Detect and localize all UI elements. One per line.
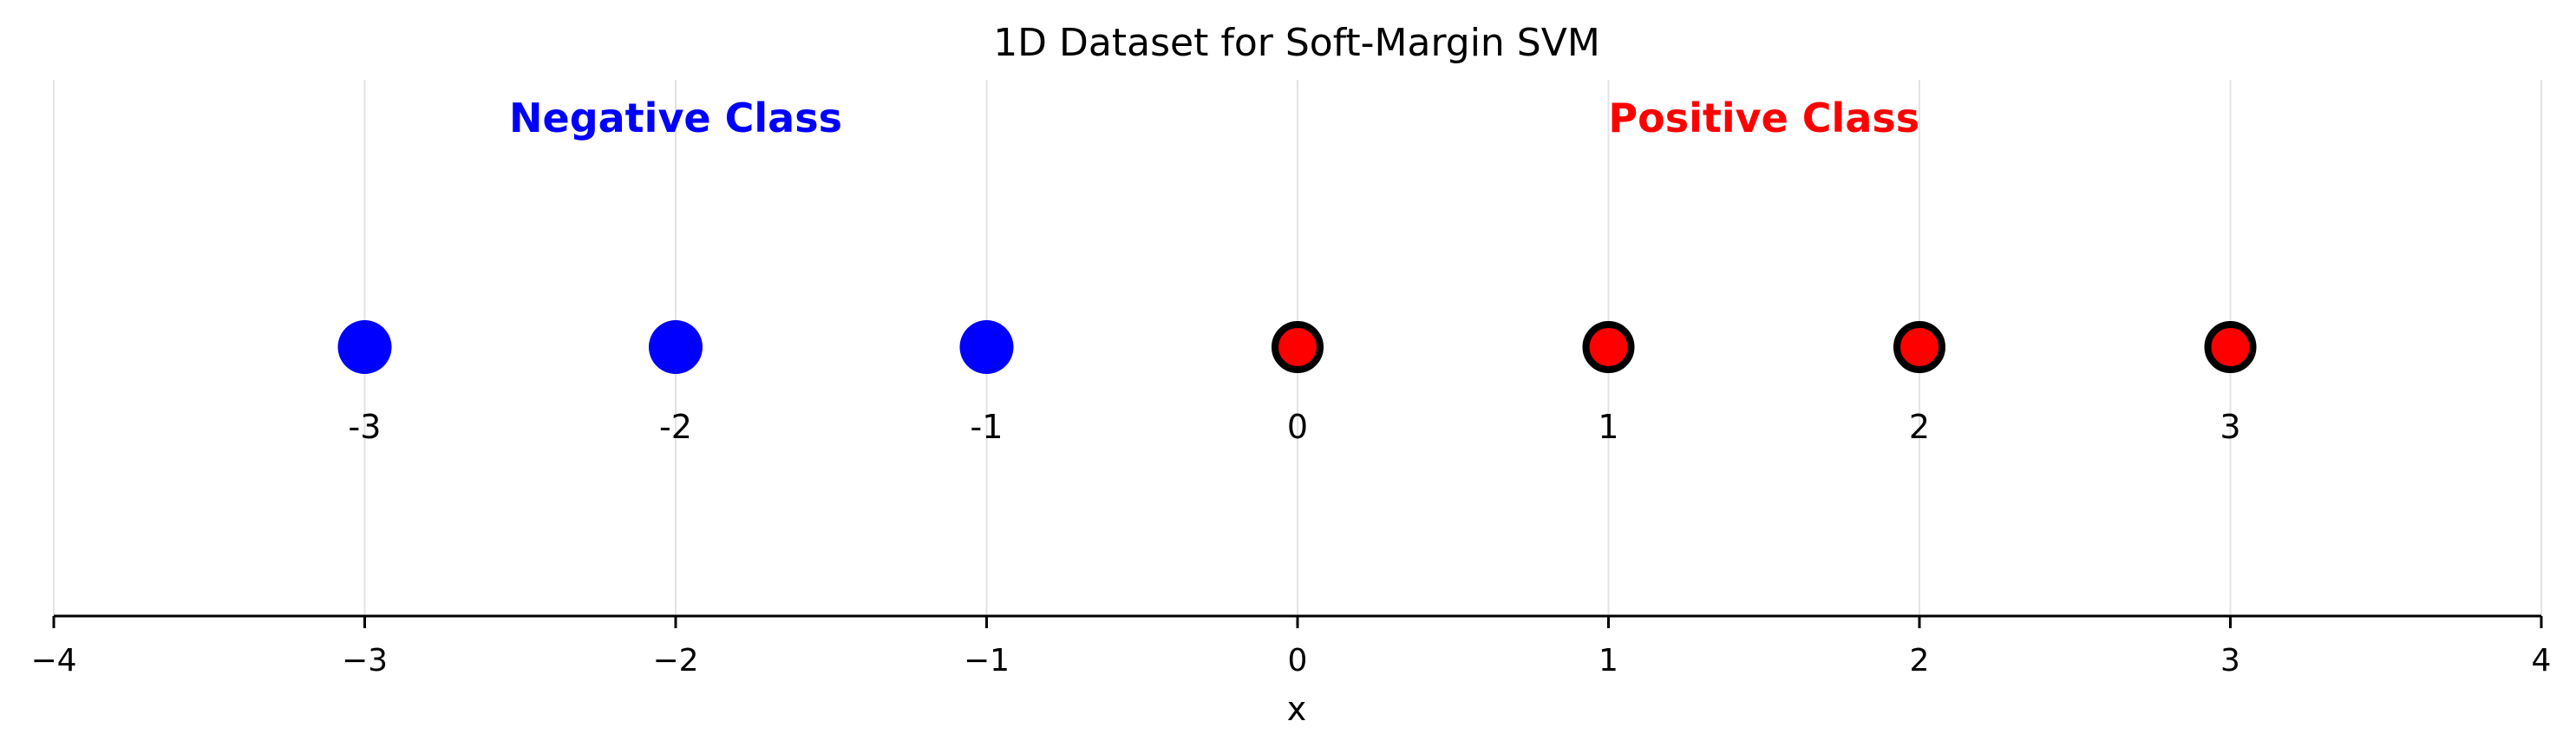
x-tick-label: 4 [2532, 643, 2552, 679]
x-tick-label: 1 [1599, 643, 1618, 679]
data-point-label: 3 [2220, 408, 2240, 446]
x-tick-label: −4 [30, 643, 76, 679]
x-tick-label: −2 [652, 643, 698, 679]
class-annotation: Positive Class [1608, 95, 1919, 141]
data-point-label: 2 [1909, 408, 1930, 446]
data-point [649, 320, 703, 374]
class-annotation: Negative Class [509, 95, 842, 141]
data-point-label: 0 [1287, 408, 1308, 446]
x-axis-ticks: −4 −3 −2 −1 0 1 2 3 4 [30, 616, 2551, 679]
x-tick-label: 3 [2220, 643, 2240, 679]
data-points: -3 -2 -1 0 1 2 3 [337, 320, 2257, 446]
data-point-label: -1 [971, 408, 1004, 446]
chart-title: 1D Dataset for Soft-Margin SVM [993, 21, 1600, 65]
x-tick-label: −3 [342, 643, 388, 679]
data-point-label: -3 [349, 408, 382, 446]
data-point [1893, 321, 1945, 373]
data-point [337, 320, 392, 374]
data-point [1582, 321, 1635, 373]
x-tick-label: 2 [1910, 643, 1930, 679]
data-point [2204, 321, 2257, 373]
annotations: Negative Class Positive Class [509, 95, 1919, 141]
data-point [959, 320, 1014, 374]
x-tick-label: 0 [1288, 643, 1308, 679]
data-point-label: -2 [659, 408, 692, 446]
x-tick-label: −1 [964, 643, 1010, 679]
data-point [1272, 321, 1324, 373]
data-point-label: 1 [1598, 408, 1618, 446]
x-axis-label: x [1287, 690, 1307, 728]
